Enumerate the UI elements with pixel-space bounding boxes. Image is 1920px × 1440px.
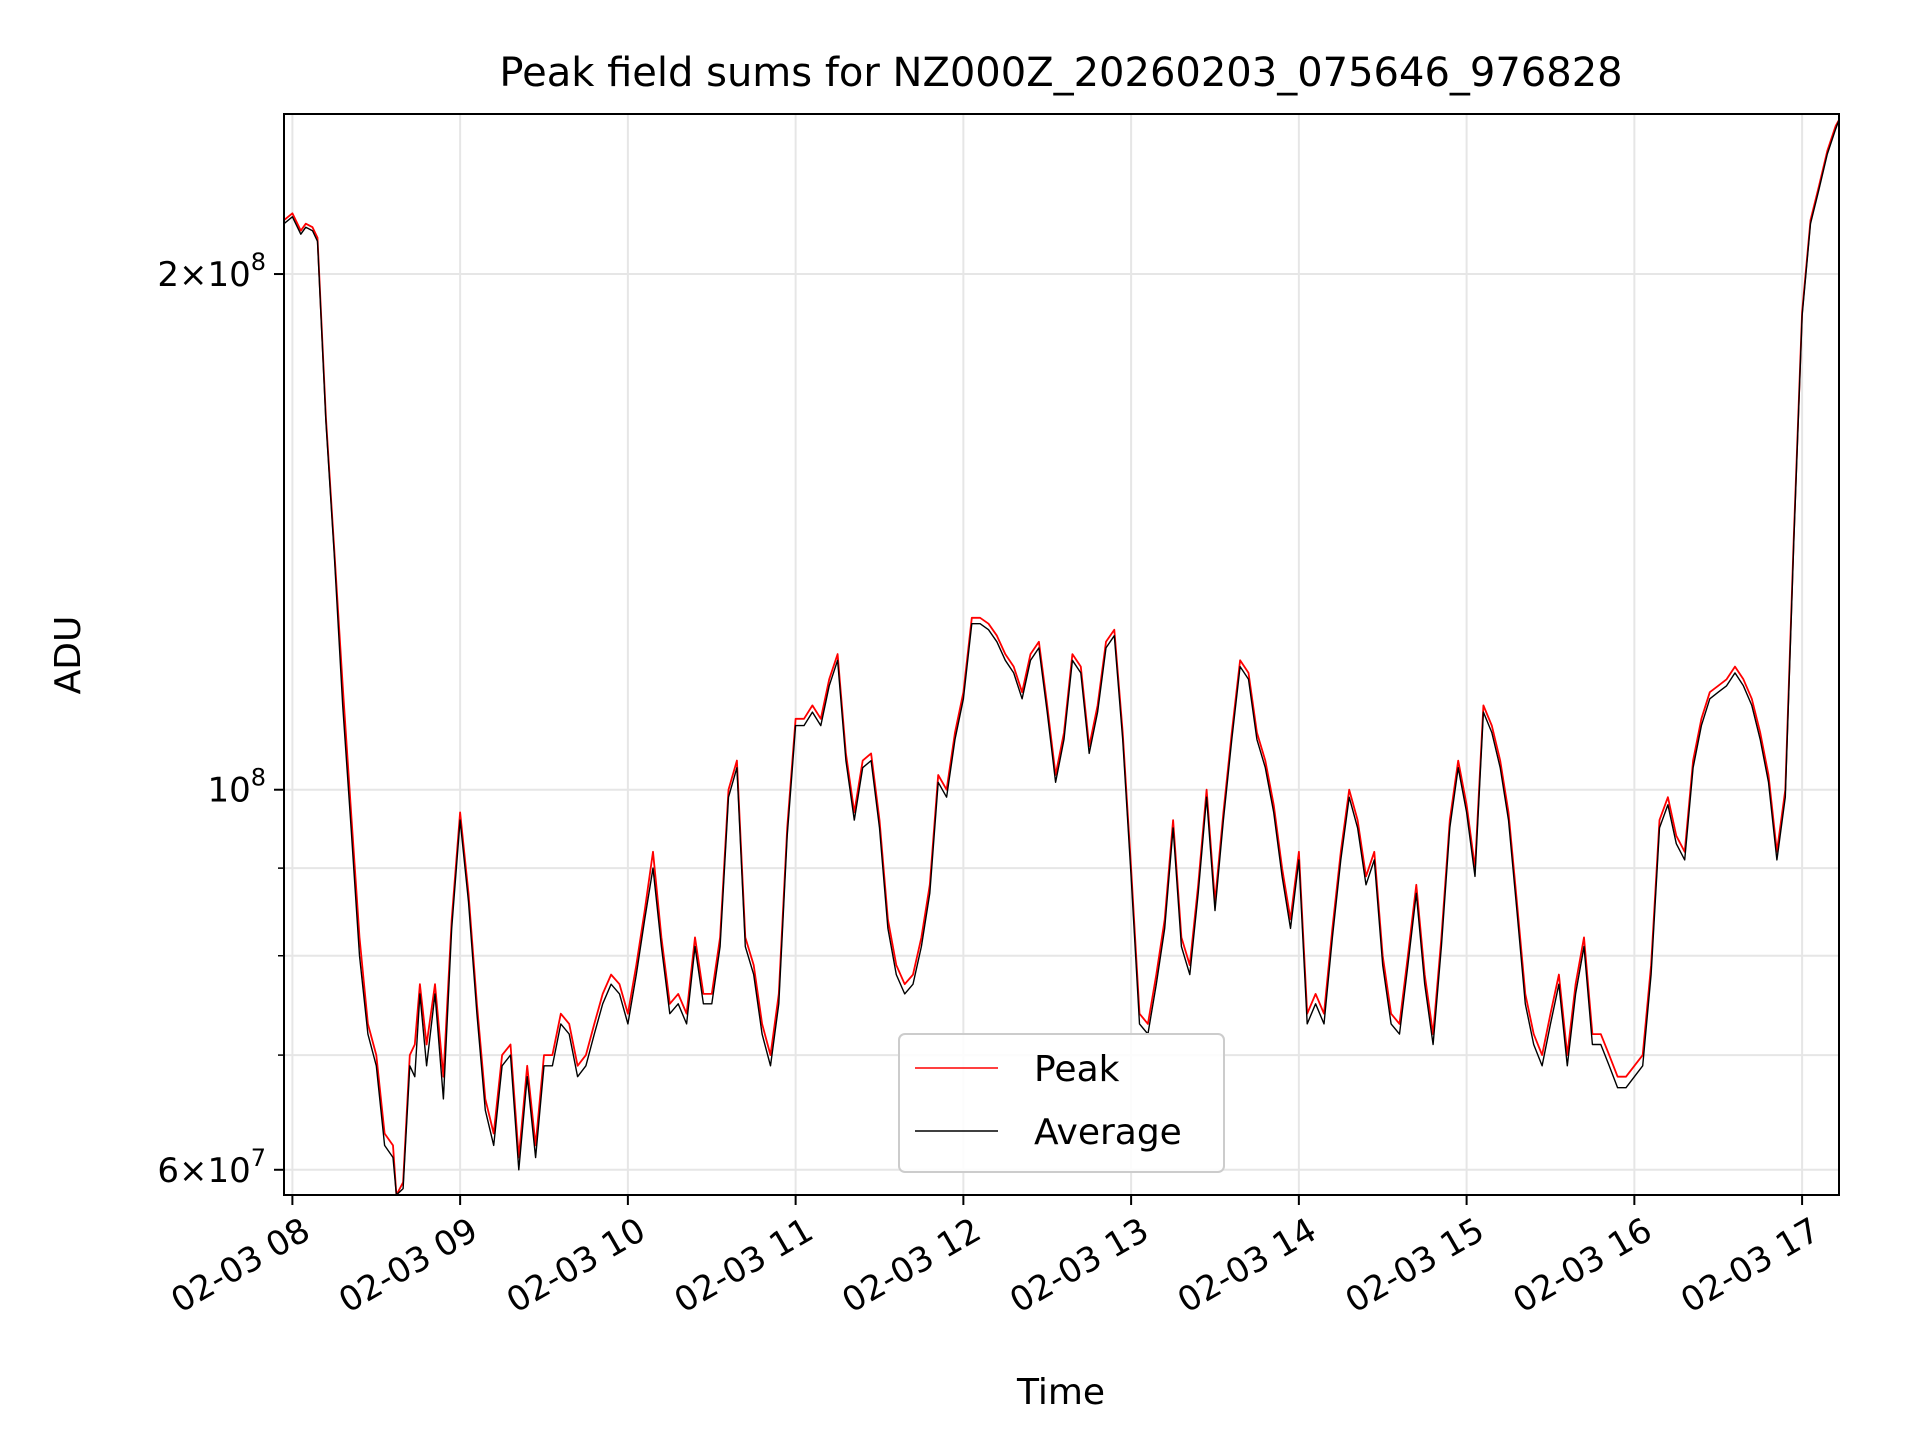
x-tick-label: 02-03 11	[668, 1210, 820, 1321]
x-tick-label: 02-03 08	[164, 1210, 316, 1321]
x-tick-label: 02-03 13	[1003, 1210, 1155, 1321]
legend: Peak Average	[898, 1033, 1225, 1173]
x-axis-label: Time	[1016, 1372, 1105, 1413]
y-tick-label: 6×107	[157, 1144, 266, 1191]
x-tick-label: 02-03 14	[1171, 1210, 1323, 1321]
series-lines	[284, 119, 1839, 1195]
y-axis-label: ADU	[48, 616, 89, 695]
series-line-peak	[284, 119, 1839, 1195]
legend-label-average: Average	[1034, 1112, 1182, 1153]
x-tick-label: 02-03 09	[332, 1210, 484, 1321]
x-tick-label: 02-03 10	[500, 1210, 652, 1321]
y-axis-ticks: 6×107 108 2×108	[157, 248, 284, 1191]
x-tick-label: 02-03 12	[835, 1210, 987, 1321]
chart-title: Peak field sums for NZ000Z_20260203_0756…	[499, 50, 1622, 96]
y-tick-label: 2×108	[157, 248, 266, 295]
x-tick-label: 02-03 17	[1674, 1210, 1826, 1321]
series-line-average	[284, 119, 1839, 1195]
grid	[284, 114, 1839, 1195]
x-axis-ticks: 02-03 08 02-03 09 02-03 10 02-03 11 02-03 12…	[164, 1195, 1827, 1321]
x-tick-label: 02-03 15	[1339, 1210, 1491, 1321]
plot-frame	[283, 113, 1840, 1196]
x-tick-label: 02-03 16	[1506, 1210, 1658, 1321]
y-tick-label: 108	[207, 764, 266, 811]
legend-label-peak: Peak	[1034, 1049, 1120, 1090]
